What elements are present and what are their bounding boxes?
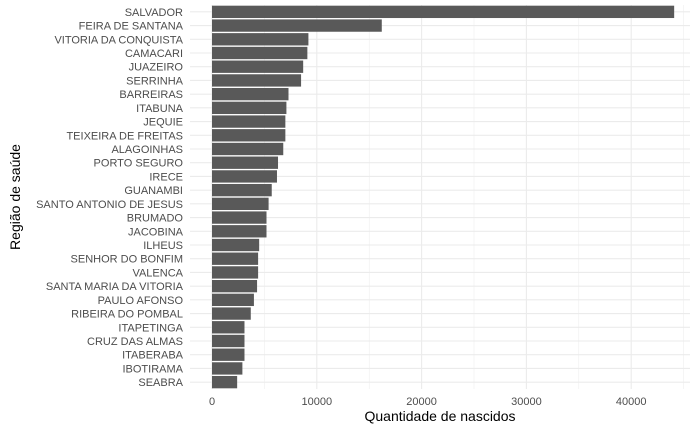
bar (212, 33, 309, 46)
y-tick-label: IRECE (149, 171, 183, 183)
bar (212, 293, 254, 307)
bar (212, 362, 243, 375)
y-axis-title: Região de saúde (7, 144, 23, 250)
bar (212, 266, 259, 279)
x-tick-label: 20000 (406, 396, 437, 408)
y-tick-label: ITABERABA (122, 350, 184, 362)
y-tick-label: SERRINHA (126, 75, 184, 87)
y-tick-label: CAMACARI (125, 48, 183, 60)
bar (212, 142, 284, 156)
bar (212, 129, 286, 142)
bar (212, 115, 286, 128)
y-tick-label: PAULO AFONSO (98, 295, 184, 307)
y-tick-label: ILHEUS (143, 240, 183, 252)
y-tick-label: CRUZ DAS ALMAS (87, 336, 183, 348)
bars (212, 5, 675, 389)
x-tick-label: 0 (209, 396, 215, 408)
bar (212, 197, 269, 211)
y-tick-label: ALAGOINHAS (111, 144, 183, 156)
y-tick-label: JUAZEIRO (129, 62, 184, 74)
y-tick-label: BRUMADO (127, 213, 184, 225)
bar (212, 183, 272, 197)
y-tick-label: GUANAMBI (124, 185, 183, 197)
bar (212, 375, 238, 389)
y-tick-label: SANTO ANTONIO DE JESUS (36, 199, 183, 211)
bar (212, 321, 245, 334)
bar (212, 101, 287, 115)
bar (212, 19, 382, 32)
bar (212, 307, 251, 320)
y-tick-label: FEIRA DE SANTANA (79, 21, 184, 33)
y-tick-label: ITABUNA (136, 103, 184, 115)
bar (212, 252, 259, 265)
bar (212, 74, 302, 87)
y-tick-label: VITORIA DA CONQUISTA (54, 34, 183, 46)
y-tick-label: SENHOR DO BONFIM (71, 254, 183, 266)
y-tick-label: SEABRA (138, 377, 183, 389)
y-tick-label: RIBEIRA DO POMBAL (71, 309, 183, 321)
x-tick-labels: 0 10000 20000 30000 40000 (209, 396, 647, 408)
bar (212, 334, 245, 348)
bar (212, 46, 308, 60)
bar (212, 238, 260, 252)
bar (212, 211, 267, 224)
x-tick-label: 10000 (302, 396, 333, 408)
bar (212, 225, 267, 238)
y-tick-label: ITAPETINGA (118, 322, 183, 334)
y-tick-label: PORTO SEGURO (94, 158, 184, 170)
bar (212, 156, 279, 169)
y-tick-label: TEIXEIRA DE FREITAS (66, 130, 183, 142)
y-tick-label: SALVADOR (125, 7, 183, 19)
bar (212, 348, 245, 361)
bar (212, 60, 304, 73)
bar (212, 170, 277, 183)
y-tick-label: JEQUIE (143, 117, 183, 129)
y-tick-label: SANTA MARIA DA VITORIA (46, 281, 184, 293)
bar (212, 279, 258, 293)
x-axis-title: Quantidade de nascidos (365, 408, 516, 424)
y-tick-label: JACOBINA (128, 226, 184, 238)
y-tick-label: IBOTIRAMA (122, 363, 183, 375)
x-tick-label: 40000 (616, 396, 647, 408)
y-tick-label: VALENCA (132, 267, 183, 279)
x-tick-label: 30000 (511, 396, 542, 408)
y-tick-label: BARREIRAS (119, 89, 183, 101)
bar (212, 5, 675, 19)
bar (212, 87, 289, 101)
